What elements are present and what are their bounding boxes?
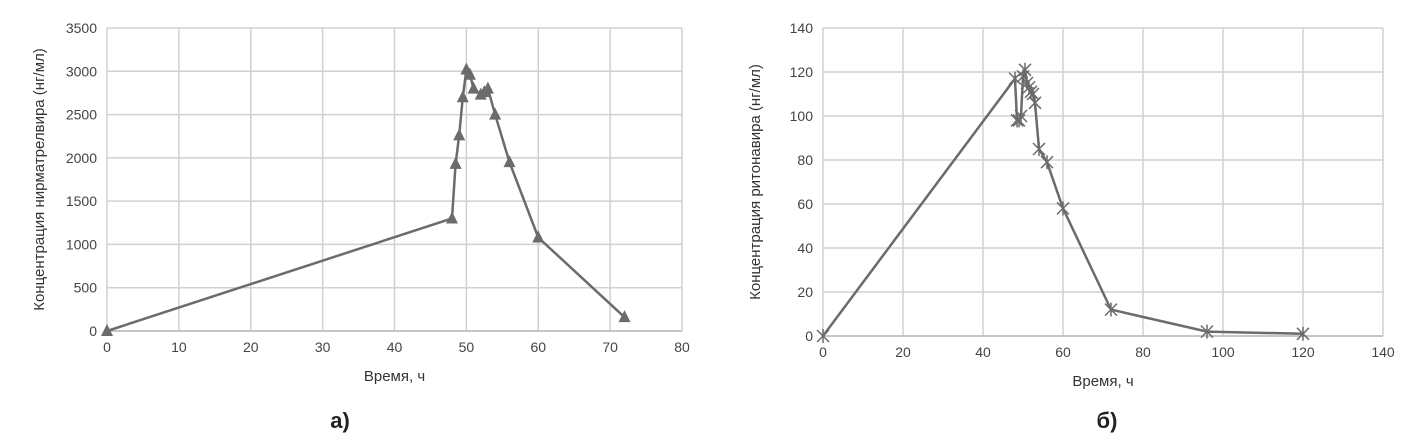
x-tick-label: 140 <box>1371 344 1395 360</box>
x-tick-label: 40 <box>387 339 403 355</box>
x-tick-label: 40 <box>975 344 991 360</box>
y-axis-label: Концентрация ритонавира (нг/мл) <box>747 64 764 300</box>
y-tick-label: 500 <box>74 280 98 296</box>
data-point <box>481 81 494 94</box>
data-point <box>1032 142 1046 156</box>
y-tick-label: 1500 <box>66 193 97 209</box>
x-axis-label: Время, ч <box>364 368 425 385</box>
x-tick-label: 80 <box>1135 344 1151 360</box>
data-point <box>503 155 516 168</box>
y-axis-label: Концентрация нирматрелвира (нг/мл) <box>31 48 48 311</box>
data-point <box>1026 87 1040 101</box>
data-point <box>1104 302 1118 317</box>
data-point <box>532 230 545 243</box>
x-tick-label: 0 <box>819 344 827 360</box>
y-tick-label: 60 <box>797 196 813 212</box>
x-tick-label: 50 <box>459 339 475 355</box>
data-point <box>489 107 502 120</box>
data-point <box>618 310 631 323</box>
x-axis-label: Время, ч <box>1072 373 1133 390</box>
data-point <box>1056 201 1070 216</box>
x-tick-label: 60 <box>1055 344 1071 360</box>
x-tick-label: 120 <box>1291 344 1315 360</box>
x-tick-label: 30 <box>315 339 331 355</box>
x-tick-label: 0 <box>103 339 111 355</box>
data-point <box>463 67 476 80</box>
data-point <box>1028 95 1042 110</box>
y-tick-label: 2000 <box>66 150 97 166</box>
y-tick-label: 3500 <box>66 20 97 36</box>
data-point <box>1012 113 1026 128</box>
y-tick-label: 40 <box>797 240 813 256</box>
y-tick-label: 0 <box>89 323 97 339</box>
x-tick-label: 70 <box>602 339 618 355</box>
x-tick-label: 100 <box>1211 344 1235 360</box>
y-tick-label: 20 <box>797 284 813 300</box>
y-tick-label: 3000 <box>66 63 97 79</box>
data-point <box>101 324 113 336</box>
data-point <box>446 211 458 224</box>
data-point <box>1296 326 1310 341</box>
data-point <box>1018 62 1032 77</box>
data-point <box>1200 324 1214 339</box>
series-line <box>106 66 626 333</box>
data-point <box>453 128 466 141</box>
x-tick-label: 20 <box>895 344 911 360</box>
chart-a: 0 10 20 30 40 50 60 70 80 0 500 1000 1500 2000 2500 300… <box>31 20 690 433</box>
y-tick-label: 80 <box>797 152 813 168</box>
data-point <box>1014 109 1028 123</box>
chart-b: 0 20 40 60 80 100 120 140 0 20 40 60 80 100 120 140 Врем… <box>747 20 1395 433</box>
y-tick-label: 140 <box>790 20 814 36</box>
x-tick-label: 10 <box>171 339 187 355</box>
x-tick-label: 80 <box>674 339 690 355</box>
data-point <box>456 90 469 103</box>
y-tick-label: 0 <box>805 328 813 344</box>
y-tick-label: 100 <box>790 108 814 124</box>
x-tick-label: 20 <box>243 339 259 355</box>
y-tick-label: 2500 <box>66 107 97 123</box>
x-tick-label: 60 <box>530 339 546 355</box>
data-point <box>816 329 830 343</box>
y-tick-label: 120 <box>790 64 814 80</box>
y-tick-label: 1000 <box>66 236 97 252</box>
data-point <box>1040 155 1054 170</box>
panel-caption: а) <box>330 408 350 433</box>
data-point <box>449 156 462 169</box>
data-point <box>1008 71 1022 86</box>
panel-caption: б) <box>1097 408 1118 433</box>
data-point <box>467 81 480 94</box>
